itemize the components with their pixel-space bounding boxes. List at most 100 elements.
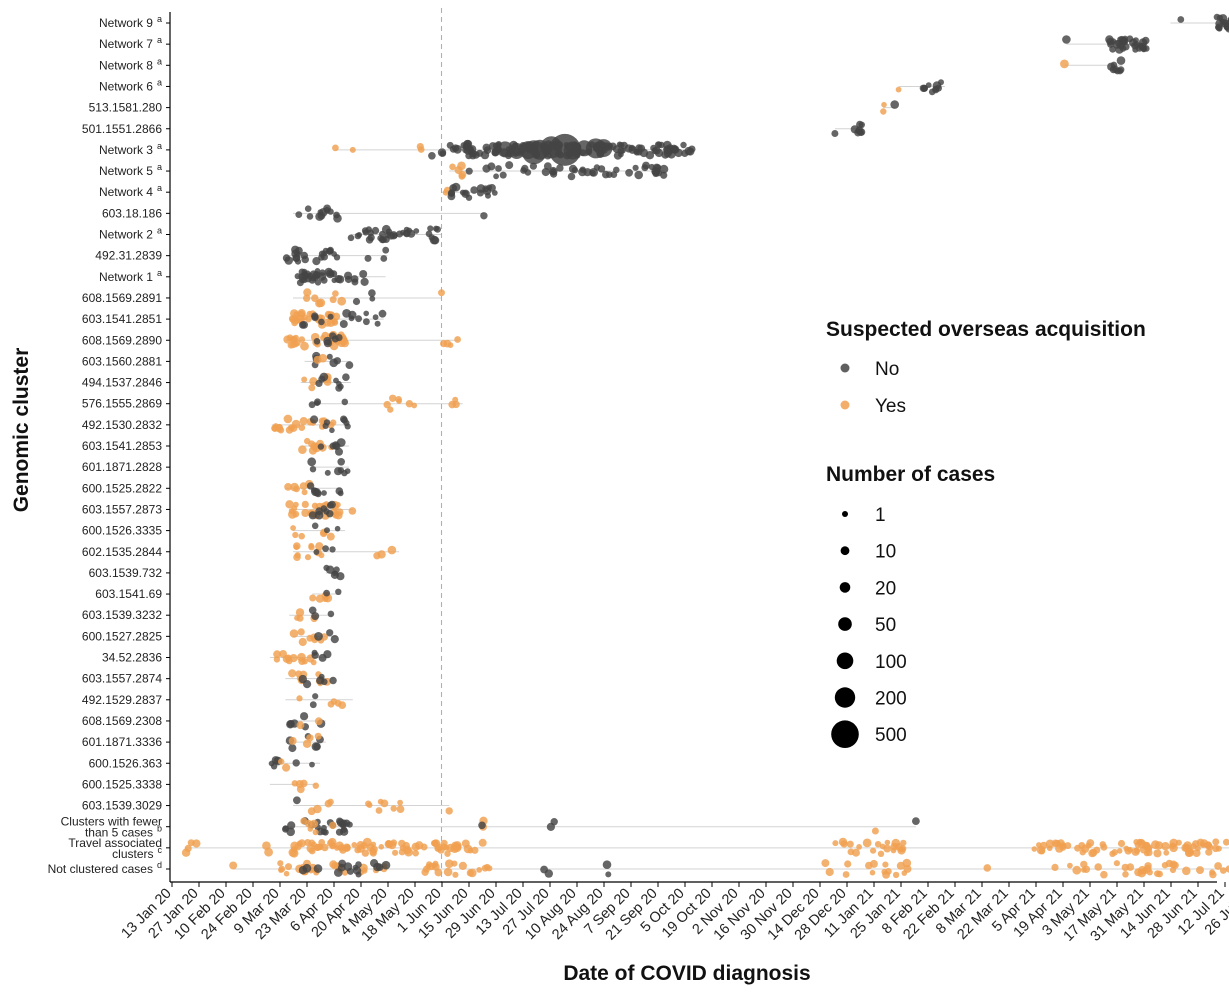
case-point xyxy=(384,840,393,849)
case-point xyxy=(625,168,633,177)
case-point xyxy=(411,402,418,409)
case-point xyxy=(1161,842,1170,851)
case-point xyxy=(314,732,322,740)
case-point xyxy=(1055,844,1064,853)
case-point xyxy=(345,361,354,369)
case-point xyxy=(355,871,362,878)
case-point xyxy=(671,145,679,153)
case-point xyxy=(278,867,284,873)
case-point xyxy=(298,424,306,431)
case-point xyxy=(366,802,373,808)
case-point xyxy=(480,212,488,220)
y-tick-600-1525-3338: 600.1525.3338 xyxy=(82,777,170,791)
case-point xyxy=(412,849,420,857)
case-point xyxy=(333,357,341,365)
case-point xyxy=(363,318,370,326)
case-point-large xyxy=(594,139,613,158)
case-point xyxy=(341,416,348,424)
case-point xyxy=(295,608,305,617)
case-point xyxy=(838,837,848,847)
axes xyxy=(169,12,1217,883)
case-point xyxy=(686,147,695,156)
case-point xyxy=(375,863,384,871)
case-point xyxy=(493,173,499,180)
case-point xyxy=(332,290,339,297)
case-point xyxy=(478,838,487,847)
y-tick-label: 600.1527.2825 xyxy=(82,629,162,643)
cluster-points-600-1526-363 xyxy=(268,756,315,772)
case-point xyxy=(380,255,388,262)
case-point xyxy=(446,141,454,149)
case-point xyxy=(890,100,899,109)
case-point xyxy=(323,564,330,572)
case-point xyxy=(846,840,854,848)
case-point xyxy=(331,861,339,870)
case-point xyxy=(308,446,317,455)
cluster-points-603-1560-2881 xyxy=(311,351,354,369)
case-point xyxy=(312,257,321,266)
cluster-points-608-1569-2891 xyxy=(303,288,445,308)
y-tick-label: 603.1557.2873 xyxy=(82,502,162,516)
case-point xyxy=(332,144,339,152)
case-point xyxy=(323,650,332,659)
case-point xyxy=(403,845,412,855)
case-point xyxy=(292,759,300,767)
case-point xyxy=(355,315,362,323)
case-point xyxy=(306,213,314,220)
case-point xyxy=(315,299,324,308)
case-point xyxy=(287,821,296,830)
case-point xyxy=(278,758,285,765)
case-point xyxy=(383,400,391,409)
case-point xyxy=(336,572,345,581)
case-point xyxy=(337,844,346,852)
case-point xyxy=(297,652,306,662)
case-point xyxy=(300,712,309,721)
case-point xyxy=(297,628,305,636)
case-point xyxy=(1123,845,1130,852)
case-point xyxy=(334,511,343,520)
case-point xyxy=(271,756,280,765)
case-point xyxy=(870,847,877,854)
case-point xyxy=(451,182,461,192)
case-point xyxy=(371,226,380,235)
case-point xyxy=(620,141,628,150)
case-point xyxy=(398,839,406,848)
case-point xyxy=(321,250,328,257)
case-point xyxy=(645,151,655,160)
case-point xyxy=(1100,870,1108,879)
case-point xyxy=(1132,37,1139,44)
y-tick-label: 603.1539.3232 xyxy=(82,608,162,622)
case-point xyxy=(290,482,299,492)
case-point xyxy=(285,863,292,871)
case-point xyxy=(1088,849,1097,858)
case-point xyxy=(311,742,321,751)
cluster-points-608-1569-2890 xyxy=(283,330,461,351)
case-point xyxy=(1143,850,1150,857)
case-point xyxy=(332,442,341,451)
case-point xyxy=(1131,847,1140,856)
case-point xyxy=(326,532,335,541)
case-point xyxy=(293,542,301,550)
case-point xyxy=(387,231,395,240)
case-point xyxy=(302,739,312,748)
case-point xyxy=(301,255,310,264)
case-point xyxy=(334,699,342,707)
case-point xyxy=(294,552,301,559)
case-point xyxy=(396,805,405,813)
case-point xyxy=(192,839,201,848)
y-tick-34-52-2836: 34.52.2836 xyxy=(102,651,170,665)
case-point xyxy=(312,693,319,700)
cluster-points-603-1557-2874 xyxy=(288,669,337,689)
legend-size-swatch xyxy=(839,582,851,593)
case-point xyxy=(277,426,285,434)
case-point xyxy=(1099,841,1107,848)
legend-size-200: 200 xyxy=(834,687,907,710)
case-point xyxy=(308,384,316,392)
case-point xyxy=(842,871,850,878)
case-point xyxy=(390,805,397,812)
case-point xyxy=(505,161,514,170)
case-point xyxy=(284,256,294,265)
case-point xyxy=(342,309,351,318)
y-tick-601-1871-3336: 601.1871.3336 xyxy=(82,735,170,749)
